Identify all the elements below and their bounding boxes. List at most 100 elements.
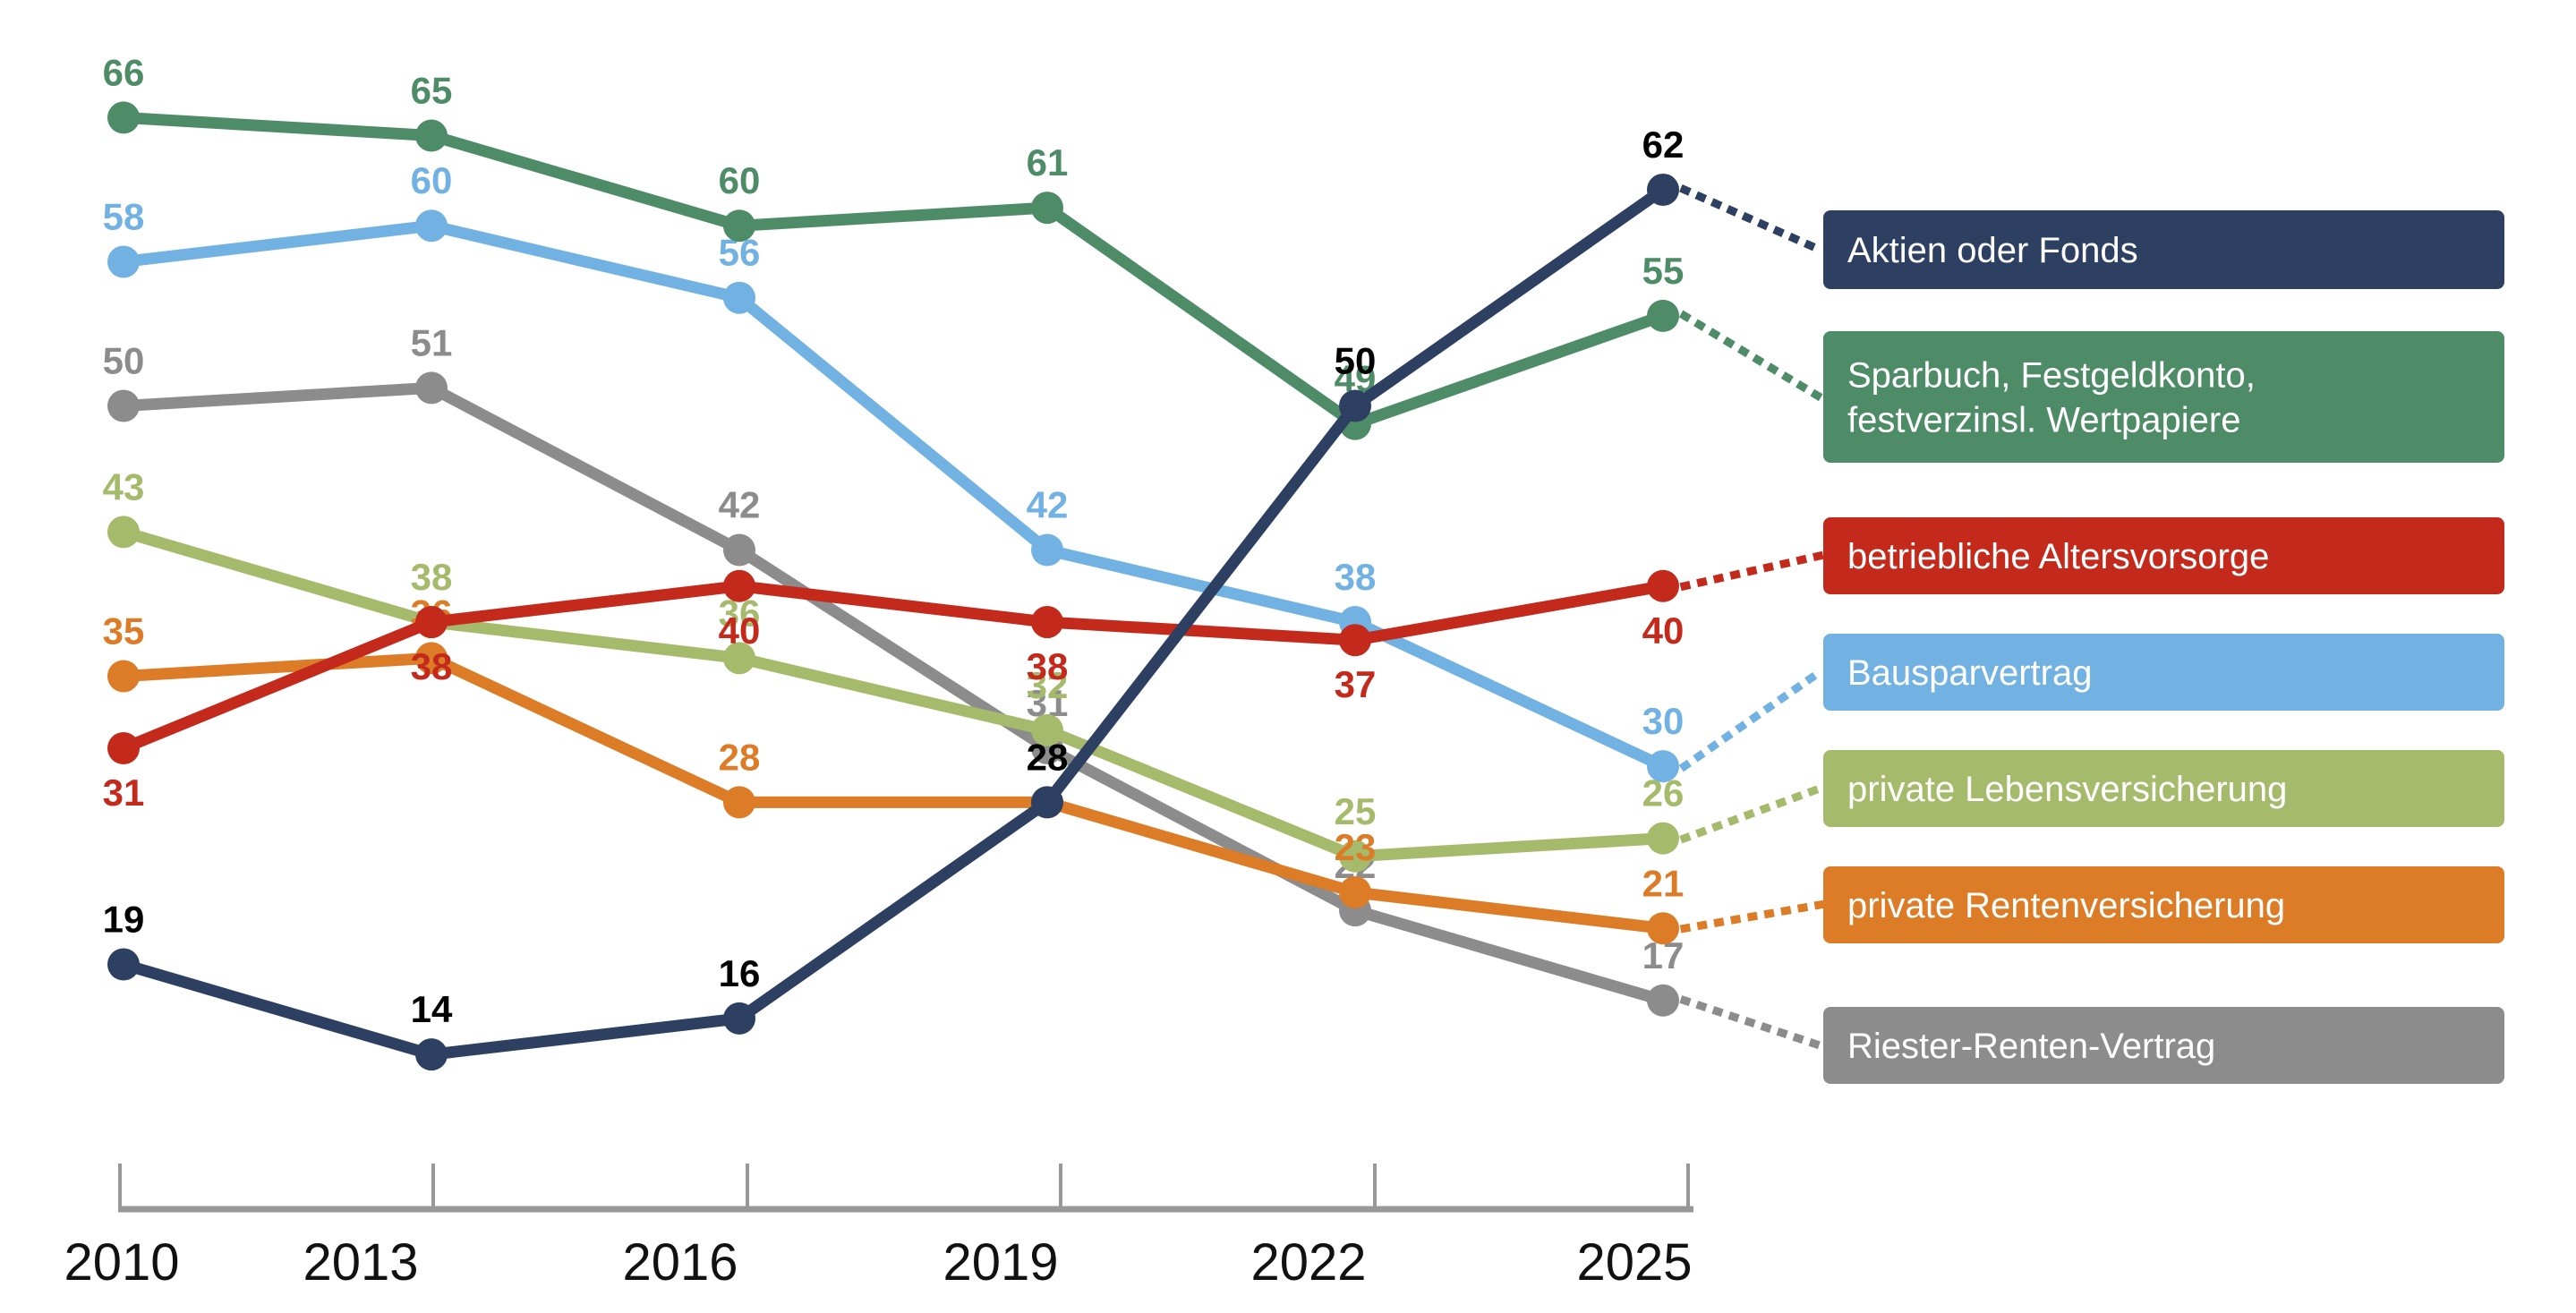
legend-label-lebensversicherung: private Lebensversicherung bbox=[1847, 770, 2287, 809]
data-point-rentenversicherung-2025 bbox=[1647, 912, 1679, 945]
data-point-sparbuch-2013 bbox=[415, 119, 448, 152]
legend-leader-line-aktien bbox=[1679, 184, 1825, 255]
legend-leader-line-rentenversicherung bbox=[1679, 899, 1825, 934]
data-point-riester-2016 bbox=[723, 533, 755, 567]
value-label-rentenversicherung-2022: 23 bbox=[1335, 826, 1377, 868]
value-label-betriebliche-2016: 40 bbox=[719, 610, 761, 652]
legend-item-lebensversicherung: private Lebensversicherung bbox=[1679, 750, 2504, 844]
value-label-sparbuch-2016: 60 bbox=[719, 159, 761, 201]
legend-item-aktien: Aktien oder Fonds bbox=[1679, 184, 2504, 289]
legend-swatch-box-rentenversicherung bbox=[1823, 866, 2504, 943]
x-axis-label-2010: 2010 bbox=[64, 1233, 179, 1292]
legend-label-sparbuch-line1: Sparbuch, Festgeldkonto, bbox=[1847, 356, 2256, 396]
value-label-aktien-2013: 14 bbox=[411, 988, 453, 1030]
x-axis-label-2019: 2019 bbox=[943, 1233, 1058, 1292]
value-label-bauspar-2022: 38 bbox=[1335, 556, 1377, 598]
legend-leader-line-lebensversicherung bbox=[1679, 783, 1825, 844]
data-point-aktien-2010 bbox=[107, 948, 140, 981]
series-line-rentenversicherung bbox=[123, 652, 1664, 934]
data-point-betriebliche-2019 bbox=[1031, 606, 1063, 639]
data-point-lebensversicherung-2025 bbox=[1647, 822, 1679, 855]
value-label-betriebliche-2010: 31 bbox=[103, 772, 145, 814]
data-point-bauspar-2016 bbox=[723, 281, 755, 314]
legend-leader-line-sparbuch bbox=[1678, 310, 1826, 403]
data-point-lebensversicherung-2022 bbox=[1339, 840, 1371, 873]
value-label-lebensversicherung-2013: 38 bbox=[411, 556, 453, 598]
data-point-betriebliche-2010 bbox=[107, 731, 140, 764]
series-line-betriebliche bbox=[121, 580, 1665, 754]
legend-swatch-box-betriebliche bbox=[1823, 517, 2504, 594]
data-point-betriebliche-2013 bbox=[415, 606, 448, 639]
value-label-rentenversicherung-2016: 28 bbox=[719, 736, 761, 778]
data-point-bauspar-2019 bbox=[1031, 533, 1063, 567]
data-point-bauspar-2025 bbox=[1647, 750, 1679, 783]
value-label-betriebliche-2025: 40 bbox=[1642, 610, 1685, 652]
data-point-sparbuch-2025 bbox=[1647, 299, 1679, 332]
data-point-rentenversicherung-2016 bbox=[723, 786, 755, 819]
legend-swatch-box-sparbuch bbox=[1823, 331, 2504, 463]
data-point-lebensversicherung-2010 bbox=[107, 516, 140, 549]
legend-label-sparbuch-line2: festverzinsl. Wertpapiere bbox=[1847, 401, 2240, 440]
value-label-bauspar-2010: 58 bbox=[103, 195, 145, 237]
series-aktien: 19 14 16 28 50 62 bbox=[103, 124, 1685, 1071]
series-line-bauspar bbox=[123, 219, 1666, 772]
data-point-sparbuch-2016 bbox=[723, 209, 755, 243]
data-point-lebensversicherung-2019 bbox=[1031, 713, 1063, 746]
legend-swatch-box-riester bbox=[1823, 1007, 2504, 1084]
value-label-aktien-2010: 19 bbox=[103, 899, 145, 941]
value-label-sparbuch-2013: 65 bbox=[411, 70, 453, 112]
legend-leader-line-bauspar bbox=[1678, 666, 1826, 772]
value-label-rentenversicherung-2025: 21 bbox=[1642, 862, 1685, 904]
legend-label-bauspar: Bausparvertrag bbox=[1847, 653, 2092, 693]
legend-item-riester: Riester-Renten-Vertrag bbox=[1679, 995, 2504, 1084]
legend-label-betriebliche: betriebliche Altersvorsorge bbox=[1847, 537, 2269, 576]
data-point-aktien-2016 bbox=[723, 1002, 755, 1035]
value-label-betriebliche-2013: 38 bbox=[411, 645, 453, 687]
data-point-rentenversicherung-2022 bbox=[1339, 876, 1371, 909]
value-label-riester-2016: 42 bbox=[719, 484, 761, 526]
legend-swatch-box-lebensversicherung bbox=[1823, 750, 2504, 827]
data-point-sparbuch-2010 bbox=[107, 101, 140, 134]
legend-item-bauspar: Bausparvertrag bbox=[1678, 634, 2504, 772]
value-label-aktien-2022: 50 bbox=[1335, 340, 1377, 382]
value-label-bauspar-2013: 60 bbox=[411, 159, 453, 201]
value-label-lebensversicherung-2019: 32 bbox=[1027, 664, 1069, 706]
value-label-betriebliche-2019: 38 bbox=[1027, 645, 1069, 687]
x-axis-label-2022: 2022 bbox=[1250, 1233, 1366, 1292]
value-label-bauspar-2019: 42 bbox=[1027, 484, 1069, 526]
legend-swatch-box-bauspar bbox=[1823, 634, 2504, 711]
value-label-bauspar-2025: 30 bbox=[1642, 700, 1685, 742]
value-label-riester-2013: 51 bbox=[411, 321, 453, 363]
data-point-aktien-2019 bbox=[1031, 786, 1063, 819]
series-line-sparbuch bbox=[123, 111, 1666, 431]
legend-label-rentenversicherung: private Rentenversicherung bbox=[1847, 886, 2285, 925]
x-axis-label-2025: 2025 bbox=[1576, 1233, 1692, 1292]
value-label-aktien-2025: 62 bbox=[1642, 124, 1685, 166]
legend-item-betriebliche: betriebliche Altersvorsorge bbox=[1679, 517, 2504, 594]
value-label-sparbuch-2025: 55 bbox=[1642, 250, 1685, 292]
x-axis-label-2013: 2013 bbox=[303, 1233, 418, 1292]
series-line-lebensversicherung bbox=[122, 526, 1664, 863]
data-point-riester-2013 bbox=[415, 371, 448, 405]
data-point-betriebliche-2025 bbox=[1647, 569, 1679, 602]
data-point-bauspar-2010 bbox=[107, 245, 140, 278]
legend-label-riester: Riester-Renten-Vertrag bbox=[1847, 1027, 2215, 1066]
legend-swatch-box-aktien bbox=[1823, 210, 2504, 289]
data-point-aktien-2025 bbox=[1647, 173, 1679, 206]
data-point-rentenversicherung-2013 bbox=[415, 642, 448, 675]
legend-leader-line-riester bbox=[1679, 995, 1825, 1051]
legend-leader-line-betriebliche bbox=[1679, 550, 1825, 592]
value-label-aktien-2019: 28 bbox=[1027, 736, 1069, 778]
value-label-sparbuch-2019: 61 bbox=[1027, 141, 1069, 183]
legend-item-rentenversicherung: private Rentenversicherung bbox=[1679, 866, 2504, 943]
legend-label-aktien: Aktien oder Fonds bbox=[1847, 231, 2138, 270]
value-label-lebensversicherung-2022: 25 bbox=[1335, 790, 1377, 832]
x-axis-label-2016: 2016 bbox=[622, 1233, 738, 1292]
value-label-rentenversicherung-2010: 35 bbox=[103, 610, 145, 652]
data-point-aktien-2013 bbox=[415, 1038, 448, 1071]
data-point-riester-2025 bbox=[1647, 984, 1679, 1017]
value-label-betriebliche-2022: 37 bbox=[1335, 663, 1377, 705]
